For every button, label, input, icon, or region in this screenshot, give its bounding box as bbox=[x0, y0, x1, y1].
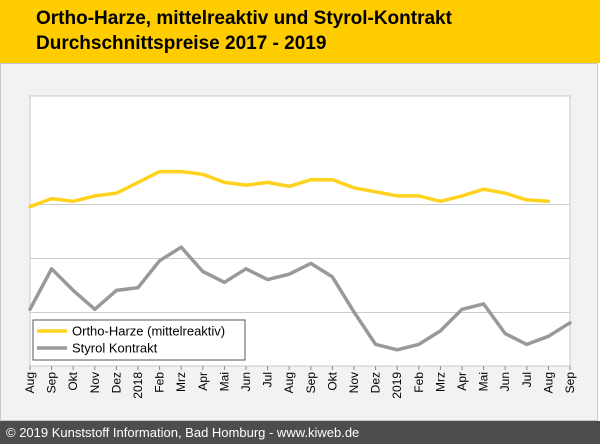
chart-title-line2: Durchschnittspreise 2017 - 2019 bbox=[36, 33, 327, 54]
x-tick-label-18: Feb bbox=[412, 372, 426, 393]
x-tick-label-5: 2018 bbox=[131, 372, 145, 399]
x-tick-label-23: Jul bbox=[520, 372, 534, 387]
x-tick-label-0: Aug bbox=[23, 372, 37, 393]
x-tick-label-3: Nov bbox=[88, 372, 102, 393]
x-tick-label-21: Mai bbox=[477, 372, 491, 391]
x-tick-label-25: Sep bbox=[563, 372, 577, 394]
x-tick-label-16: Dez bbox=[369, 372, 383, 393]
x-tick-label-9: Mai bbox=[217, 372, 231, 391]
x-tick-label-20: Apr bbox=[455, 372, 469, 391]
x-tick-label-7: Mrz bbox=[174, 372, 188, 392]
x-tick-label-11: Jul bbox=[261, 372, 275, 387]
series-line-0 bbox=[28, 169, 551, 209]
x-tick-label-1: Sep bbox=[45, 372, 59, 394]
chart-title-line1: Ortho-Harze, mittelreaktiv und Styrol-Ko… bbox=[36, 8, 452, 29]
x-tick-label-19: Mrz bbox=[433, 372, 447, 392]
x-tick-label-2: Okt bbox=[66, 371, 80, 390]
x-tick-label-8: Apr bbox=[196, 372, 210, 391]
x-tick-label-24: Aug bbox=[541, 372, 555, 393]
copyright-text: © 2019 Kunststoff Information, Bad Hombu… bbox=[6, 425, 360, 440]
footer: © 2019 Kunststoff Information, Bad Hombu… bbox=[0, 421, 600, 444]
x-tick-label-22: Jun bbox=[498, 372, 512, 391]
x-tick-label-14: Okt bbox=[325, 371, 339, 390]
x-tick-label-15: Nov bbox=[347, 372, 361, 393]
legend-label-1: Styrol Kontrakt bbox=[72, 341, 158, 356]
legend-box bbox=[32, 319, 246, 361]
x-tick-label-10: Jun bbox=[239, 372, 253, 391]
x-tick-label-13: Sep bbox=[304, 372, 318, 394]
series-line-1 bbox=[28, 245, 572, 352]
x-tick-label-12: Aug bbox=[282, 372, 296, 393]
title-bar: Ortho-Harze, mittelreaktiv und Styrol-Ko… bbox=[0, 0, 600, 63]
legend-label-0: Ortho-Harze (mittelreaktiv) bbox=[72, 324, 225, 339]
x-tick-label-4: Dez bbox=[109, 372, 123, 393]
x-tick-label-17: 2019 bbox=[390, 372, 404, 399]
x-tick-label-6: Feb bbox=[153, 372, 167, 393]
